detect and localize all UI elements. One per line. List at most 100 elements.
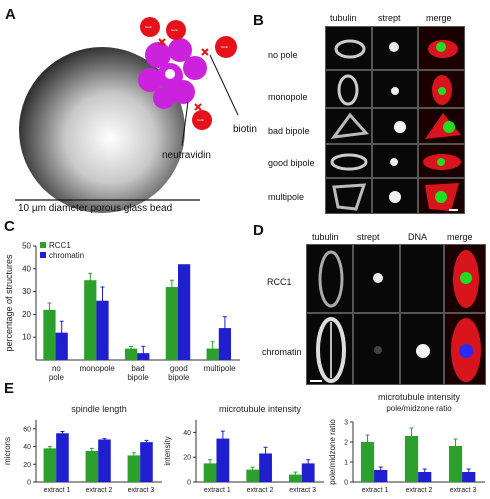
neutravidin-core	[165, 69, 175, 79]
chart-e1-xtick-label: extract 2	[86, 487, 113, 494]
panel-a-letter: A	[5, 6, 16, 23]
chart-e1-title: spindle length	[71, 404, 127, 414]
panel-c-letter: C	[4, 218, 15, 235]
chart-e1-bar-chromatin	[98, 439, 111, 482]
chart-c-bar-chromatin	[55, 332, 68, 360]
d-tubulin-chromatin	[306, 313, 353, 385]
chart-e3-ytick-label: 3	[344, 420, 348, 427]
chart-e1-ylabel: microns	[3, 437, 12, 465]
chart-e2: 0 20 40 extract 1 extract 2 extract 3 intensit…	[163, 404, 324, 494]
d-strept-chromatin	[353, 313, 400, 385]
red-beads	[140, 17, 237, 130]
chart-c-legend-swatch-chromatin	[40, 252, 46, 258]
chart-c-xtick-label: pole	[49, 373, 65, 382]
panel-d-letter: D	[253, 222, 264, 239]
chart-e2-ylabel: intensity	[163, 436, 172, 465]
chart-c-ylabel: percentage of structures	[4, 254, 14, 352]
b-row-good-bipole: good bipole	[268, 158, 315, 168]
chart-e2-bar-rcc1	[289, 474, 302, 482]
bead-scale-caption: 10 µm diameter porous glass bead	[18, 203, 173, 214]
b-strept-no-pole	[372, 26, 418, 70]
d-header-dna: DNA	[408, 232, 428, 242]
red-bead-text-1: biotin	[145, 25, 153, 29]
chart-e1-bar-rcc1	[127, 455, 141, 482]
chart-e2-xtick-label: extract 3	[289, 487, 316, 494]
chart-e2-ytick-label: 20	[183, 455, 191, 462]
chart-e1-ytick-label: 60	[23, 426, 31, 433]
d-dna-rcc1	[400, 244, 444, 313]
chart-e3: 0 1 2 3 extract 1 extract 2 extract 3 pole/midz…	[328, 392, 485, 494]
chart-c-xtick-label: monopole	[80, 364, 116, 373]
chart-e1-bar-chromatin	[56, 433, 69, 482]
b-merge-multipole	[418, 178, 465, 214]
b-tubulin-no-pole	[325, 26, 372, 70]
b-merge-good-bipole	[418, 144, 465, 178]
biotin-label: biotin	[233, 124, 257, 135]
b-strept-multipole	[372, 178, 418, 214]
chart-c-bar-chromatin	[96, 300, 109, 360]
chart-e2-xtick-label: extract 2	[247, 487, 274, 494]
red-bead-text-4: biotin	[197, 118, 205, 122]
d-strept-rcc1	[353, 244, 400, 313]
chart-c-legend-swatch-rcc1	[40, 242, 46, 248]
chart-e3-xtick-label: extract 1	[362, 487, 389, 494]
b-tubulin-monopole	[325, 70, 372, 108]
b-row-multipole: multipole	[268, 192, 305, 202]
chart-e3-ytick-label: 2	[344, 440, 348, 447]
chart-e3-ytick-label: 0	[344, 480, 348, 487]
chart-c-bar-rcc1	[124, 348, 138, 360]
d-tubulin-rcc1	[306, 244, 353, 313]
d-header-tubulin: tubulin	[312, 232, 339, 242]
chart-c-bar-rcc1	[165, 287, 178, 360]
b-tubulin-multipole	[325, 178, 372, 214]
chart-e1-xtick-label: extract 1	[44, 487, 71, 494]
chart-e3-xtick-label: extract 3	[450, 487, 477, 494]
d-dna-chromatin	[400, 313, 444, 385]
b-header-tubulin: tubulin	[330, 13, 357, 23]
b-strept-good-bipole	[372, 144, 418, 178]
chart-c-legend-rcc1: RCC1	[49, 241, 71, 250]
chart-e3-bar-chromatin	[418, 472, 432, 482]
chart-e2-bar-chromatin	[259, 453, 272, 482]
chart-e2-bar-rcc1	[246, 469, 260, 482]
d-row-rcc1: RCC1	[267, 277, 292, 287]
chart-c-legend-chromatin: chromatin	[49, 251, 84, 260]
chart-e3-title: microtubule intensity	[378, 392, 461, 402]
panel-e-letter: E	[4, 380, 15, 397]
red-bead-text-3: biotin	[221, 45, 229, 49]
panel-b-letter: B	[253, 12, 264, 29]
red-bead-text-2: biotin	[171, 28, 179, 32]
chart-e2-ytick-label: 0	[187, 480, 191, 487]
chart-e1-bar-rcc1	[43, 448, 57, 482]
chart-e3-bar-rcc1	[360, 442, 375, 482]
b-merge-bad-bipole	[418, 108, 465, 144]
neutravidin-label: neutravidin	[162, 150, 211, 161]
d-scale-bar	[310, 380, 322, 382]
d-header-merge: merge	[447, 232, 473, 242]
chart-c-xtick-label: good	[170, 364, 188, 373]
chart-e3-ylabel: pole/midzone ratio	[328, 419, 337, 485]
chart-c-bar-chromatin	[177, 264, 191, 360]
b-scale-bar	[449, 209, 458, 211]
b-tubulin-bad-bipole	[325, 108, 372, 144]
chart-e1-bar-rcc1	[85, 451, 99, 482]
biotin-pointer	[209, 54, 239, 116]
chart-c-ytick-label: 30	[22, 287, 31, 296]
d-header-strept: strept	[357, 232, 380, 242]
chart-e2-bar-chromatin	[301, 463, 315, 482]
chart-e1-xtick-label: extract 3	[128, 487, 155, 494]
chart-c-bar-rcc1	[43, 309, 56, 360]
b-strept-bad-bipole	[372, 108, 418, 144]
chart-e3-bar-rcc1	[448, 446, 463, 482]
chart-c-ytick-label: 20	[22, 310, 31, 319]
b-merge-monopole	[418, 70, 465, 108]
chart-e2-ytick-label: 40	[183, 430, 191, 437]
chart-c-xtick-label: bipole	[127, 373, 149, 382]
b-row-no-pole: no pole	[268, 50, 298, 60]
chart-e1-ytick-label: 20	[23, 462, 31, 469]
chart-e2-bar-rcc1	[203, 463, 217, 482]
chart-e3-ytick-label: 1	[344, 460, 348, 467]
chart-e3-bar-rcc1	[404, 436, 419, 482]
chart-e3-xtick-label: extract 2	[406, 487, 433, 494]
chart-e3-bar-chromatin	[462, 472, 476, 482]
